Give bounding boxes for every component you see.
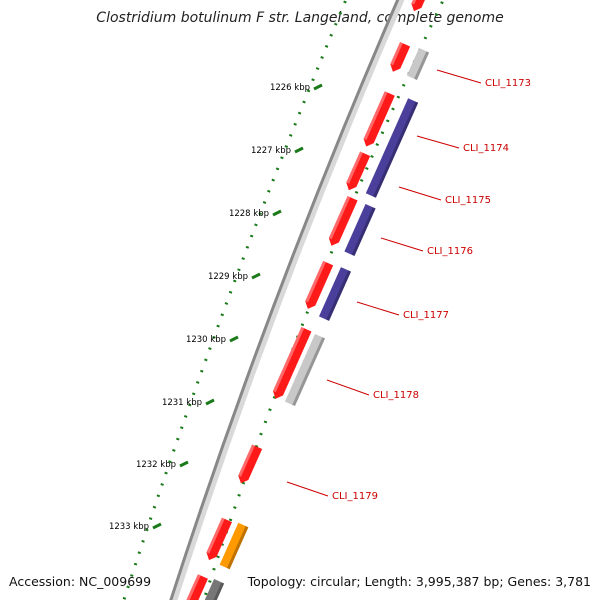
cog-block-cli_1173	[406, 48, 430, 80]
scale-label: 1227 kbp	[251, 146, 291, 156]
scale-label: 1231 kbp	[162, 398, 202, 408]
gene-leader-line	[326, 379, 370, 396]
cog-block-cli_1174	[365, 98, 419, 198]
scale-label: 1232 kbp	[136, 460, 176, 470]
scale-tick	[229, 335, 239, 343]
gene-label-cli_1175: CLI_1175	[445, 195, 491, 206]
scale-tick	[179, 460, 189, 468]
gene-leader-line	[286, 481, 329, 497]
cds-arrow-cli_1175	[346, 151, 371, 191]
scale-tick	[294, 146, 304, 154]
scale-label: 1233 kbp	[109, 522, 149, 532]
scale-label: 1228 kbp	[229, 209, 269, 219]
cds-arrow-cli_1177	[305, 260, 334, 309]
genome-summary: Topology: circular; Length: 3,995,387 bp…	[247, 574, 591, 589]
map-title: Clostridium botulinum F str. Langeland, …	[96, 10, 504, 26]
scale-tick	[313, 83, 323, 91]
scale-tick	[205, 398, 215, 406]
cds-arrow-cli_1176	[328, 196, 358, 246]
scale-tick	[152, 522, 162, 530]
scale-tick	[272, 209, 282, 217]
scale-tick	[251, 272, 261, 280]
gene-leader-line	[356, 301, 400, 316]
gene-leader-line	[436, 69, 482, 84]
gene-leader-line	[398, 186, 442, 201]
cds-arrow-cli_1178	[272, 327, 312, 399]
cds-arrow-cli_1173	[390, 42, 411, 72]
scale-label: 1229 kbp	[208, 272, 248, 282]
gene-label-cli_1178: CLI_1178	[373, 390, 419, 401]
accession-label: Accession: NC_009699	[9, 574, 152, 589]
scale-label: 1226 kbp	[270, 83, 310, 93]
cog-block-cli_1177	[318, 267, 352, 321]
cds-arrow-cli_1179	[238, 444, 263, 484]
backbone-shadow	[170, 0, 405, 600]
cds-arrow	[206, 517, 232, 561]
orange-feature-block	[219, 522, 249, 570]
gray-feature-block	[201, 579, 225, 600]
scale-label: 1230 kbp	[186, 335, 226, 345]
gc-skew-track-outer	[202, 0, 445, 600]
gene-leader-line	[380, 237, 424, 252]
gene-leader-line	[416, 135, 460, 149]
cds-arrow	[186, 574, 208, 600]
gene-label-cli_1176: CLI_1176	[427, 246, 473, 257]
cog-block-cli_1176	[344, 204, 376, 256]
gene-label-cli_1179: CLI_1179	[332, 491, 378, 502]
gene-label-cli_1177: CLI_1177	[403, 310, 449, 321]
genome-backbone	[169, 0, 400, 600]
cog-block-cli_1178	[284, 333, 326, 407]
gene-label-cli_1174: CLI_1174	[463, 143, 509, 154]
cds-arrow-cli_1174	[363, 91, 395, 147]
gene-label-cli_1173: CLI_1173	[485, 78, 531, 89]
cds-arrow	[411, 0, 428, 12]
